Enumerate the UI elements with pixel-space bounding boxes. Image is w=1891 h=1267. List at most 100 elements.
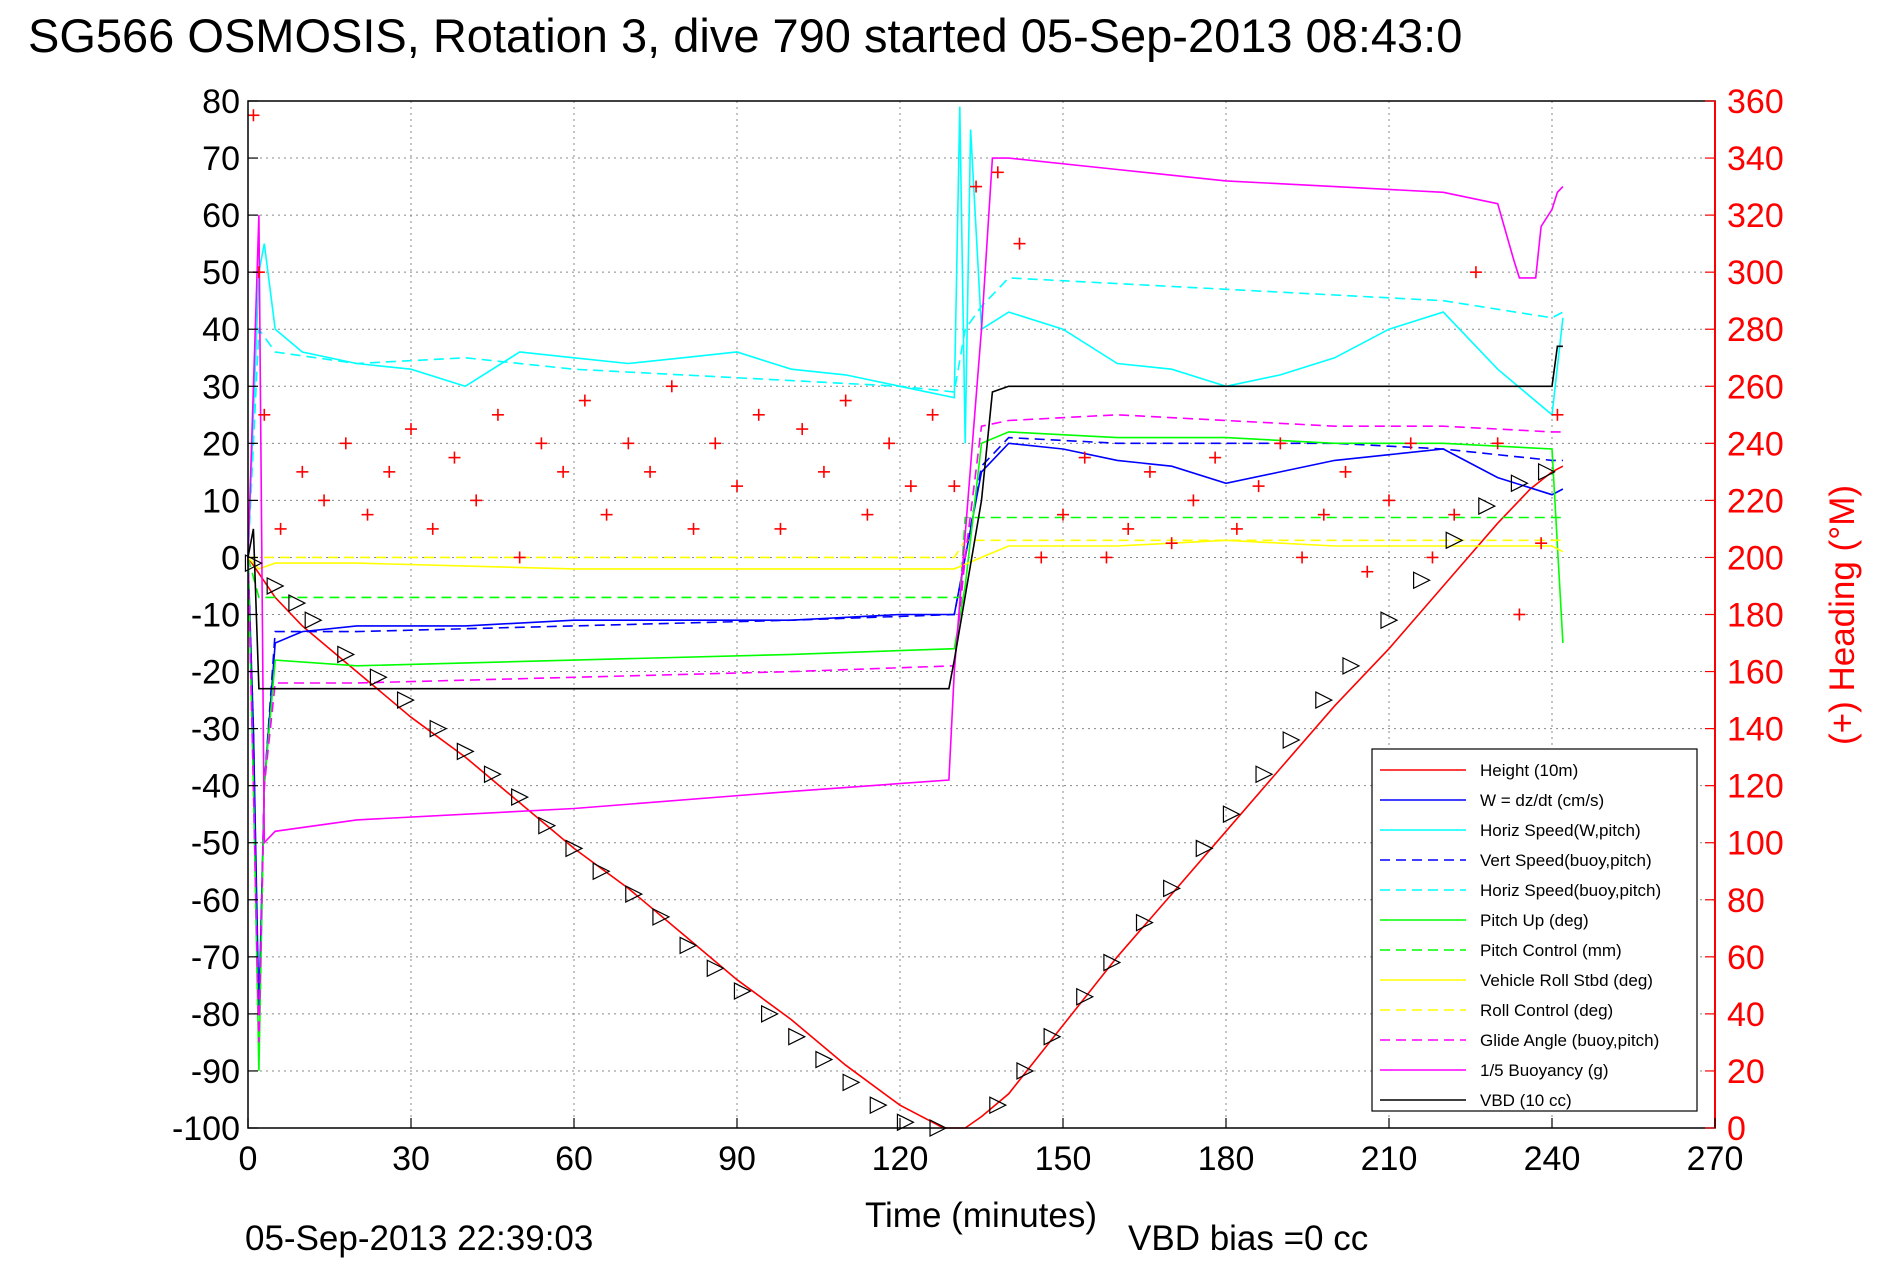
series-line-4 xyxy=(247,277,1564,558)
legend-label: Glide Angle (buoy,pitch) xyxy=(1480,1031,1659,1050)
series-line-8 xyxy=(248,539,1563,559)
dive-marker xyxy=(1412,571,1431,590)
heading-point xyxy=(1339,465,1352,478)
heading-point xyxy=(361,508,374,521)
heading-point xyxy=(883,437,896,450)
dive-marker xyxy=(1255,765,1274,784)
y-right-tick-label: 340 xyxy=(1727,140,1784,178)
dive-marker xyxy=(396,691,415,710)
heading-point xyxy=(513,551,526,564)
heading-point xyxy=(839,394,852,407)
legend-label: Pitch Control (mm) xyxy=(1480,941,1622,960)
y-tick-label: 10 xyxy=(202,482,240,520)
marker-layer xyxy=(244,462,1556,1137)
legend-label: Horiz Speed(W,pitch) xyxy=(1480,821,1641,840)
dive-marker xyxy=(483,765,502,784)
heading-point xyxy=(731,480,743,493)
heading-layer xyxy=(247,109,1564,621)
dive-marker xyxy=(679,936,698,955)
legend: Height (10m) W = dz/dt (cm/s) Horiz Speed(… xyxy=(1371,748,1698,1112)
heading-point xyxy=(470,494,483,507)
y-tick-label: -60 xyxy=(191,882,240,920)
dive-marker xyxy=(592,862,611,881)
y-right-tick-label: 240 xyxy=(1727,425,1784,463)
heading-point xyxy=(1383,494,1395,507)
dive-marker xyxy=(288,594,307,613)
heading-point xyxy=(1274,437,1287,450)
heading-point xyxy=(1551,408,1564,421)
y-right-tick-label: 60 xyxy=(1727,939,1765,977)
x-tick-label: 270 xyxy=(1687,1140,1744,1178)
heading-point xyxy=(1187,494,1200,507)
dive-marker xyxy=(1195,839,1214,858)
y-right-tick-label: 0 xyxy=(1727,1110,1746,1148)
y-tick-label: -70 xyxy=(191,939,240,977)
dive-marker xyxy=(244,554,263,573)
heading-point xyxy=(296,465,309,478)
y-tick-label: -100 xyxy=(172,1110,240,1148)
y-right-tick-label: 40 xyxy=(1727,996,1765,1034)
dive-marker xyxy=(1103,953,1122,972)
heading-point xyxy=(991,166,1004,179)
heading-point xyxy=(1361,565,1374,578)
heading-point xyxy=(1013,237,1026,250)
heading-point xyxy=(1469,266,1482,279)
series-line-3 xyxy=(247,436,1563,1043)
heading-point xyxy=(247,109,260,122)
dive-marker xyxy=(788,1027,807,1046)
heading-point xyxy=(687,522,700,535)
heading-point xyxy=(752,408,765,421)
series-layer xyxy=(247,106,1564,1129)
heading-point xyxy=(861,508,874,521)
y-right-tick-label: 120 xyxy=(1727,768,1784,806)
dive-marker xyxy=(869,1096,888,1115)
heading-point xyxy=(1491,437,1504,450)
dive-marker xyxy=(733,982,752,1001)
x-tick-label: 180 xyxy=(1198,1140,1255,1178)
x-tick-label: 0 xyxy=(239,1140,258,1178)
heading-point xyxy=(1057,508,1069,521)
heading-point xyxy=(1513,608,1526,621)
y-tick-label: -30 xyxy=(191,711,240,749)
dive-marker xyxy=(815,1050,834,1069)
legend-label: Pitch Up (deg) xyxy=(1480,911,1589,930)
y-tick-label: -40 xyxy=(191,768,240,806)
series-line-5 xyxy=(247,431,1564,1071)
dive-marker xyxy=(369,668,388,687)
series-line-11 xyxy=(247,345,1563,690)
heading-point xyxy=(339,437,352,450)
heading-point xyxy=(1100,551,1113,564)
y-tick-label: -80 xyxy=(191,996,240,1034)
heading-point xyxy=(796,423,809,436)
y-tick-label: 40 xyxy=(202,311,240,349)
y-right-tick-label: 320 xyxy=(1727,197,1784,235)
heading-point xyxy=(1404,437,1417,450)
heading-point xyxy=(258,408,271,421)
dive-marker xyxy=(538,816,557,835)
y-tick-label: 70 xyxy=(202,140,240,178)
heading-point xyxy=(665,380,678,393)
y-right-tick-label: 300 xyxy=(1727,254,1784,292)
y-right-tick-label: 200 xyxy=(1727,539,1784,577)
legend-box xyxy=(1371,748,1698,1112)
dive-marker xyxy=(266,577,285,595)
heading-point xyxy=(274,522,287,535)
series-line-10 xyxy=(247,157,1564,845)
legend-items: Height (10m) W = dz/dt (cm/s) Horiz Speed(… xyxy=(1380,761,1661,1110)
heading-point xyxy=(1143,465,1156,478)
heading-point xyxy=(1317,508,1330,521)
dive-marker xyxy=(1222,805,1241,824)
y-right-tick-label: 220 xyxy=(1727,482,1784,520)
series-line-6 xyxy=(247,516,1563,599)
dive-marker xyxy=(706,959,725,978)
dive-marker xyxy=(565,839,584,858)
heading-point xyxy=(383,465,396,478)
dive-marker xyxy=(896,1113,915,1132)
x-tick-label: 210 xyxy=(1361,1140,1418,1178)
heading-point xyxy=(926,408,939,421)
x-axis-label: Time (minutes) xyxy=(865,1196,1097,1235)
dive-marker xyxy=(842,1073,861,1092)
x-tick-label: 120 xyxy=(872,1140,929,1178)
legend-label: W = dz/dt (cm/s) xyxy=(1480,791,1604,810)
